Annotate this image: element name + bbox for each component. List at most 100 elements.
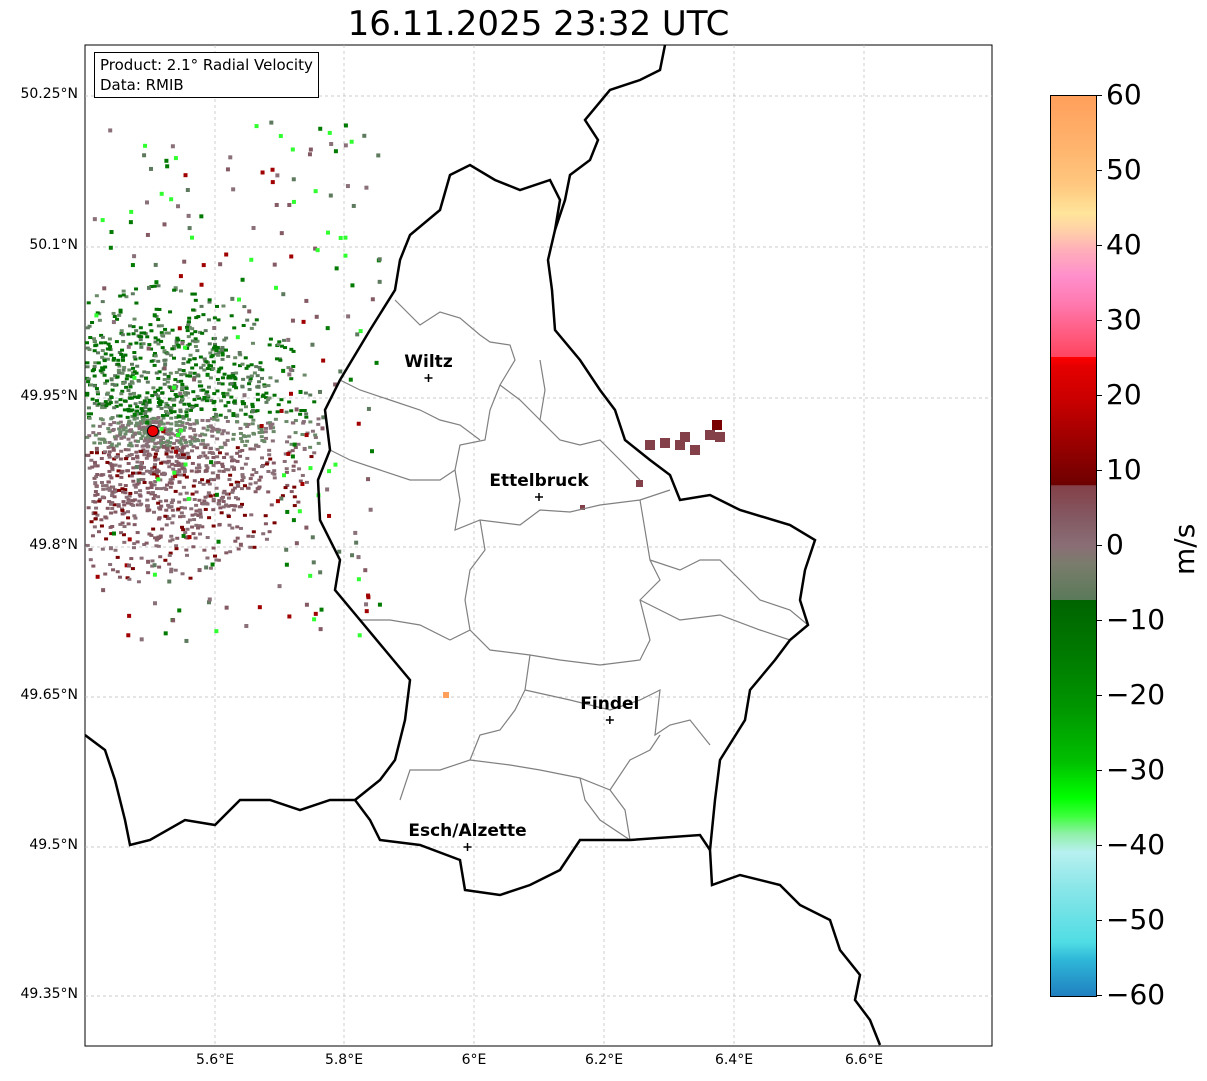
echo-cell: [308, 445, 313, 449]
echo-cell: [167, 553, 172, 557]
echo-cell: [197, 466, 202, 470]
echo-cell: [126, 344, 131, 349]
echo-cell: [255, 374, 260, 378]
echo-cell: [127, 499, 132, 503]
echo-cell: [134, 341, 139, 345]
echo-cell: [159, 191, 164, 196]
echo-cell: [123, 426, 128, 430]
echo-cell: [157, 516, 162, 520]
echo-cell: [195, 349, 200, 353]
echo-cell: [168, 551, 173, 555]
echo-cell: [178, 400, 183, 404]
colorbar-tick: 30: [1096, 303, 1142, 336]
echo-cell: [127, 494, 132, 498]
echo-cell: [174, 415, 179, 419]
echo-cell: [184, 548, 189, 552]
echo-cell: [183, 440, 188, 444]
echo-cell: [112, 314, 117, 318]
echo-cell: [291, 421, 296, 425]
echo-cell: [145, 380, 150, 384]
echo-cell: [109, 502, 114, 506]
echo-cell: [268, 376, 273, 380]
city-label-wiltz: Wiltz: [404, 352, 453, 372]
info-box: Product: 2.1° Radial Velocity Data: RMIB: [94, 52, 319, 98]
echo-cell: [284, 410, 289, 414]
echo-cell: [249, 326, 254, 330]
echo-cell: [275, 173, 280, 178]
echo-cell: [187, 226, 192, 231]
echo-cell: [289, 409, 294, 413]
echo-cell: [302, 409, 307, 413]
echo-cell: [238, 426, 243, 430]
colorbar-tick: 10: [1096, 453, 1142, 486]
colorbar-tick: −30: [1096, 753, 1165, 786]
echo-cell: [145, 498, 150, 502]
echo-cell: [307, 152, 312, 157]
echo-cell: [131, 499, 136, 503]
echo-cell: [152, 465, 157, 469]
echo-cell: [128, 385, 133, 389]
echo-cell: [231, 508, 236, 512]
echo-cell: [249, 257, 254, 262]
echo-cell: [203, 454, 208, 458]
echo-cell: [223, 443, 228, 447]
echo-cell: [131, 366, 136, 370]
echo-cell: [105, 506, 110, 510]
echo-cell: [127, 422, 132, 426]
colorbar-tick: −10: [1096, 603, 1165, 636]
echo-cell: [174, 544, 179, 548]
echo-cell: [304, 412, 309, 416]
echo-cell: [283, 452, 288, 456]
echo-cell: [116, 421, 121, 425]
echo-cell: [130, 408, 135, 412]
echo-cell: [159, 438, 164, 442]
echo-cell: [127, 537, 132, 542]
echo-cell: [193, 512, 198, 516]
echo-cell: [121, 490, 126, 494]
echo-cell: [107, 430, 112, 434]
echo-cell: [174, 547, 179, 551]
echo-cell: [257, 431, 262, 435]
echo-cell: [176, 204, 181, 209]
echo-cell: [92, 337, 97, 341]
echo-cell: [92, 476, 97, 480]
echo-cell: [128, 442, 133, 446]
echo-cell: [231, 488, 236, 492]
echo-cell: [132, 523, 137, 527]
echo-cell: [95, 574, 100, 579]
echo-cell: [153, 262, 158, 267]
echo-cell: [197, 469, 202, 473]
echo-cell: [194, 404, 199, 408]
echo-cell: [185, 451, 190, 455]
echo-cell: [224, 336, 229, 340]
echo-cell: [310, 429, 315, 433]
echo-cell: [152, 563, 157, 568]
echo-cell: [245, 439, 250, 443]
echo-cell: [266, 470, 271, 474]
echo-cell: [95, 351, 100, 355]
echo-cell: [220, 462, 225, 466]
echo-cell: [156, 416, 161, 420]
echo-cell: [100, 371, 105, 375]
echo-cell: [194, 363, 199, 367]
echo-cell: [156, 388, 161, 392]
echo-cell: [231, 432, 236, 436]
echo-cell: [92, 441, 97, 445]
echo-cell: [313, 433, 318, 437]
echo-cell: [141, 421, 146, 425]
echo-cell: [213, 461, 218, 465]
echo-cell: [187, 404, 192, 408]
city-marker: [605, 716, 614, 724]
echo-cell: [145, 419, 150, 423]
echo-cell: [169, 455, 174, 459]
echo-cell: [167, 579, 172, 584]
echo-cell: [174, 423, 179, 427]
echo-cell: [114, 400, 119, 404]
colorbar-tick-label: −50: [1106, 903, 1166, 936]
echo-cell: [105, 391, 110, 395]
echo-cell: [264, 391, 269, 395]
echo-cell: [162, 486, 167, 490]
echo-cell: [181, 514, 186, 518]
echo-cell: [126, 522, 131, 526]
echo-cell: [259, 424, 264, 429]
